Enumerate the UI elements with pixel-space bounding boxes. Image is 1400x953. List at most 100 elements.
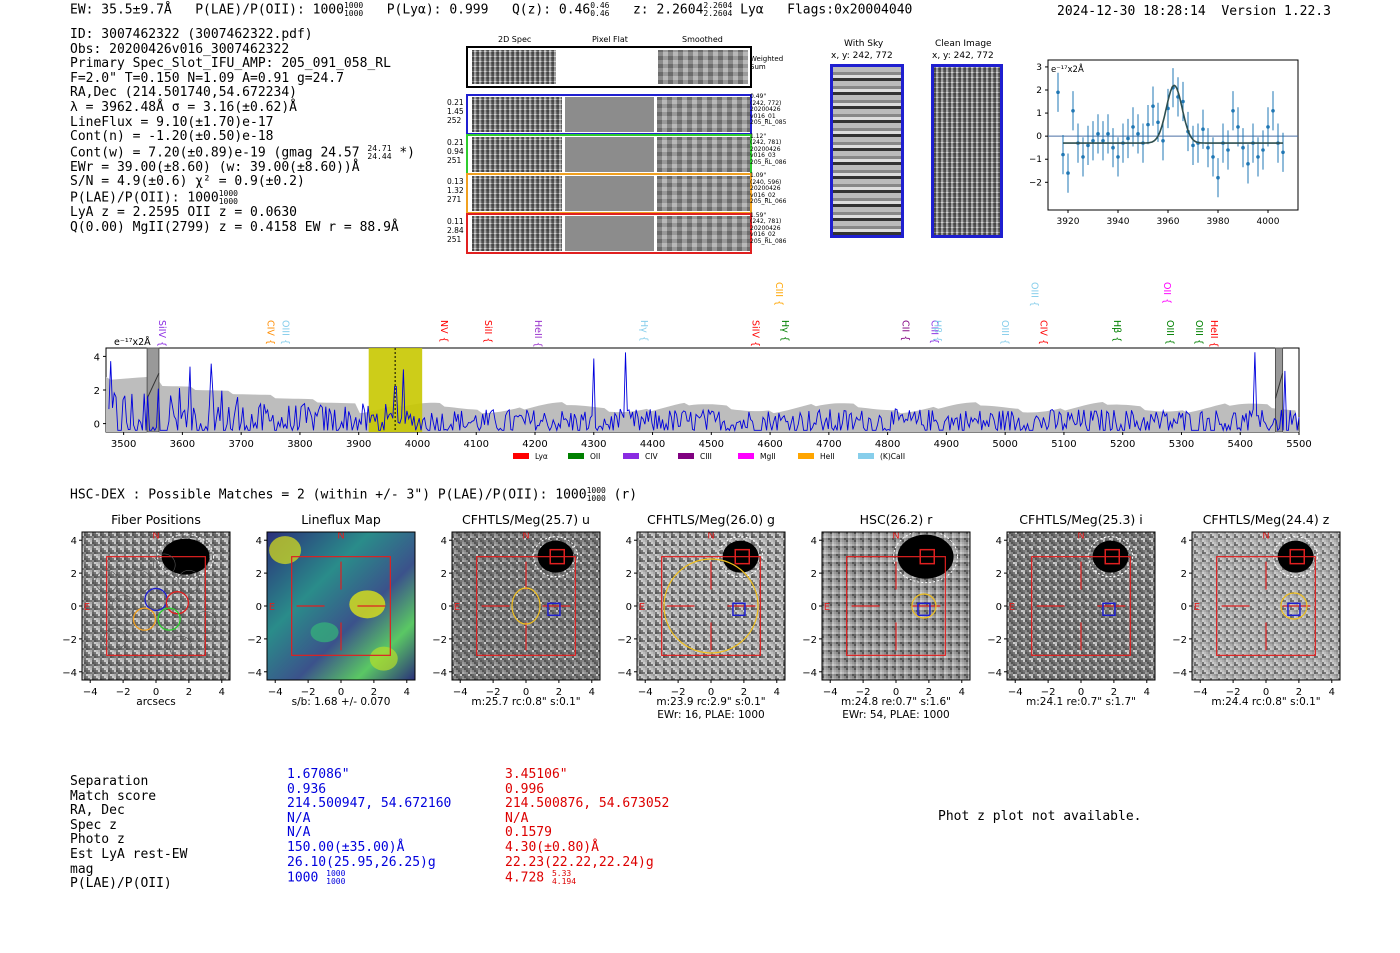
lineflux-peak [349,590,386,619]
stamp-x-tick-label: 4 [774,687,780,698]
match-col-2: 3.45106" 0.996 214.500876, 54.673052 N/A… [505,767,670,887]
info-plae: P(LAE)/P(OII): 1000 1000 1000 [70,189,238,207]
stamp-y-tick-label: −2 [802,635,817,646]
match-label: P(LAE)/P(OII) [70,876,172,892]
stamp-y-tick-label: −2 [62,635,77,646]
stamp-caption: s/b: 1.68 +/- 0.070 [291,696,391,708]
stamp-y-tick-label: −4 [617,668,632,679]
stamp-x-tick-label: −4 [823,687,838,698]
zoom-data-point [1206,145,1210,150]
spectrum-x-tick-label: 5500 [1286,439,1311,450]
stamp-caption-ewr: EWr: 16, PLAE: 1000 [657,709,765,721]
stamp-title: CFHTLS/Meg(26.0) g [647,512,775,527]
stamp-x-tick-label: −4 [1193,687,1208,698]
zoom-data-point [1191,143,1195,148]
match-marker-blue [1102,602,1116,617]
zoom-data-point [1086,143,1090,148]
info-fiber: F=2.0" T=0.150 N=1.09 A=0.91 g=24.7 [70,70,344,86]
match-marker-blue [1287,602,1301,617]
north-marker: N [522,531,529,542]
spectrum-x-tick-label: 3500 [111,439,136,450]
spectrum-masked-region [1274,347,1284,433]
spectrum-x-tick-label: 4300 [581,439,606,450]
stamp-x-tick-label: −2 [116,687,131,698]
cutout-row-meta: 1.59" (242, 781) 20200426 v016_02 205_RL_086 [750,211,787,245]
legend-entry: MgII [760,452,776,461]
spectrum-x-tick-label: 4100 [464,439,489,450]
stamp-x-tick-label: −2 [1226,687,1241,698]
stamp-x-tick-label: 4 [959,687,965,698]
match-marker-red [734,548,750,565]
col-2d-spec: 2D Spec [498,35,532,44]
fiber-circle-faint [177,570,201,593]
info-lya-z: LyA z = 2.2595 OII z = 0.0630 [70,205,297,221]
cutout-row-meta: 0.49" (242, 772) 20200426 v016_01 205_RL_085 [750,93,787,126]
zoom-data-point [1071,108,1075,113]
zoom-data-point [1151,104,1155,108]
fiber-circle-faint [103,627,127,651]
spectrum-mask-hatch [146,372,160,399]
match-labels: Separation Match score RA, Dec Spec z Ph… [70,774,187,892]
zoom-data-point [1116,155,1120,159]
stamp-x-tick-label: 2 [741,687,747,698]
search-box [1031,556,1131,656]
info-block: ID: 3007462322 (3007462322.pdf) Obs: 202… [70,27,415,235]
stamp-y-tick-label: −4 [987,668,1002,679]
stamp-plot: N E 4 2 0 −2 −4 −4 −2 0 2 4 [987,531,1156,698]
east-marker: E [269,602,275,613]
header-qz: Q(z): 0.46 [511,2,591,18]
search-box [476,556,576,656]
zoom-data-point [1216,175,1220,180]
stamp-x-tick-label: −4 [1008,687,1023,698]
zoom-data-point [1246,162,1250,166]
spectrum-line-marker: OIII { [1193,320,1204,345]
with-sky-xy: x, y: 242, 772 [831,51,893,61]
legend-swatch [568,453,584,459]
source-aperture [893,530,959,584]
north-marker: N [337,531,344,542]
header-ew: EW: 35.5±9.7Å [70,2,172,18]
stamp-y-tick-label: 0 [626,602,632,613]
stamp-plot: N E 4 2 0 −2 −4 −4 −2 0 2 4 [802,530,971,698]
zoom-y-tick-label: −1 [1030,155,1042,165]
stamp-y-tick-label: −2 [617,635,632,646]
info-id: ID: 3007462322 (3007462322.pdf) [70,27,313,42]
header-bar: EW: 35.5±9.7Å P(LAE)/P(OII): 1000 1000 100… [70,2,912,18]
info-contn: Cont(n) = -1.20(±0.50)e-18 [70,129,274,145]
match-marker-red [1289,548,1305,565]
east-marker: E [454,602,460,613]
zoom-data-point [1161,138,1165,143]
stamp-y-tick-label: 4 [71,536,77,547]
fiber-circle [157,607,181,631]
stamp-y-tick-label: −2 [432,635,447,646]
stamp-y-tick-label: 2 [996,569,1002,580]
zoom-data-point [1261,148,1265,152]
east-marker: E [639,602,645,613]
aperture-ellipse [511,587,541,625]
stamp-x-tick-label: 2 [186,687,192,698]
north-marker: N [152,531,159,542]
spectrum-line-marker: CIII { [773,282,784,306]
clean-image-title: Clean Image [935,39,992,49]
spectrum-masked-region [146,347,160,433]
cutout-row-stats: 0.11 2.84 251 [447,216,464,244]
zoom-data-point [1106,132,1110,136]
stamp-panel: CFHTLS/Meg(26.0) g N E 4 2 0 −2 −4 −4 −2 0 2 4 m:23.9… [617,512,810,722]
info-radec: RA,Dec (214.501740,54.672234) [70,85,297,101]
zoom-x-tick-label: 3960 [1157,217,1180,227]
east-marker: E [824,602,830,613]
spectrum-x-tick-label: 4900 [934,439,959,450]
info-obs: Obs: 20200426v016_3007462322 [70,41,290,57]
stamp-plot: N E 4 2 0 −2 −4 −4 −2 0 2 4 [432,531,601,698]
spectrum-x-tick-label: 3700 [228,439,253,450]
fiber-circle-faint [194,611,217,634]
stamp-y-tick-label: −4 [247,668,262,679]
zoom-data-point [1136,132,1140,136]
east-marker: E [1194,602,1200,613]
header-plae: P(LAE)/P(OII): 1000 [195,2,344,18]
match-label: mag [70,861,94,877]
clean-image-xy: x, y: 242, 772 [932,51,994,61]
header-right: 2024-12-30 18:28:14 Version 1.22.3 [1057,4,1331,19]
full-spectrum-chart: 4 2 0 3500 3600 3700 3800 3900 4000 4100 4200 4300 4… [94,282,1312,461]
header-version: Version 1.22.3 [1221,4,1331,19]
